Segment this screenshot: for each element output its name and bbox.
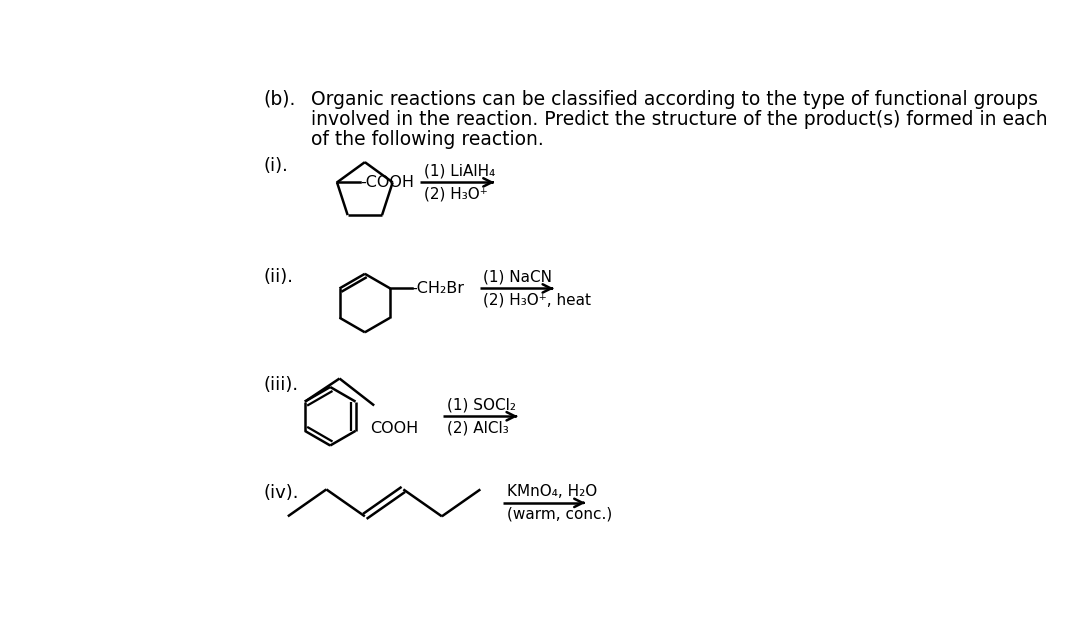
Text: (warm, conc.): (warm, conc.) <box>508 507 612 521</box>
Text: -COOH: -COOH <box>360 175 414 190</box>
Text: (b).: (b). <box>264 89 296 109</box>
Text: COOH: COOH <box>370 421 419 436</box>
Text: (2) H₃O⁺, heat: (2) H₃O⁺, heat <box>484 292 592 307</box>
Text: of the following reaction.: of the following reaction. <box>311 130 543 149</box>
Text: (2) AlCl₃: (2) AlCl₃ <box>447 420 509 435</box>
Text: (ii).: (ii). <box>264 268 293 286</box>
Text: (1) SOCl₂: (1) SOCl₂ <box>447 397 516 412</box>
Text: Organic reactions can be classified according to the type of functional groups: Organic reactions can be classified acco… <box>311 89 1038 109</box>
Text: (1) LiAlH₄: (1) LiAlH₄ <box>424 164 496 178</box>
Text: KMnO₄, H₂O: KMnO₄, H₂O <box>508 484 597 499</box>
Text: (2) H₃O⁺: (2) H₃O⁺ <box>424 186 488 201</box>
Text: -CH₂Br: -CH₂Br <box>411 281 464 296</box>
Text: (i).: (i). <box>264 157 288 174</box>
Text: (iii).: (iii). <box>264 376 298 394</box>
Text: involved in the reaction. Predict the structure of the product(s) formed in each: involved in the reaction. Predict the st… <box>311 110 1048 129</box>
Text: (iv).: (iv). <box>264 484 299 502</box>
Text: (1) NaCN: (1) NaCN <box>484 270 552 284</box>
